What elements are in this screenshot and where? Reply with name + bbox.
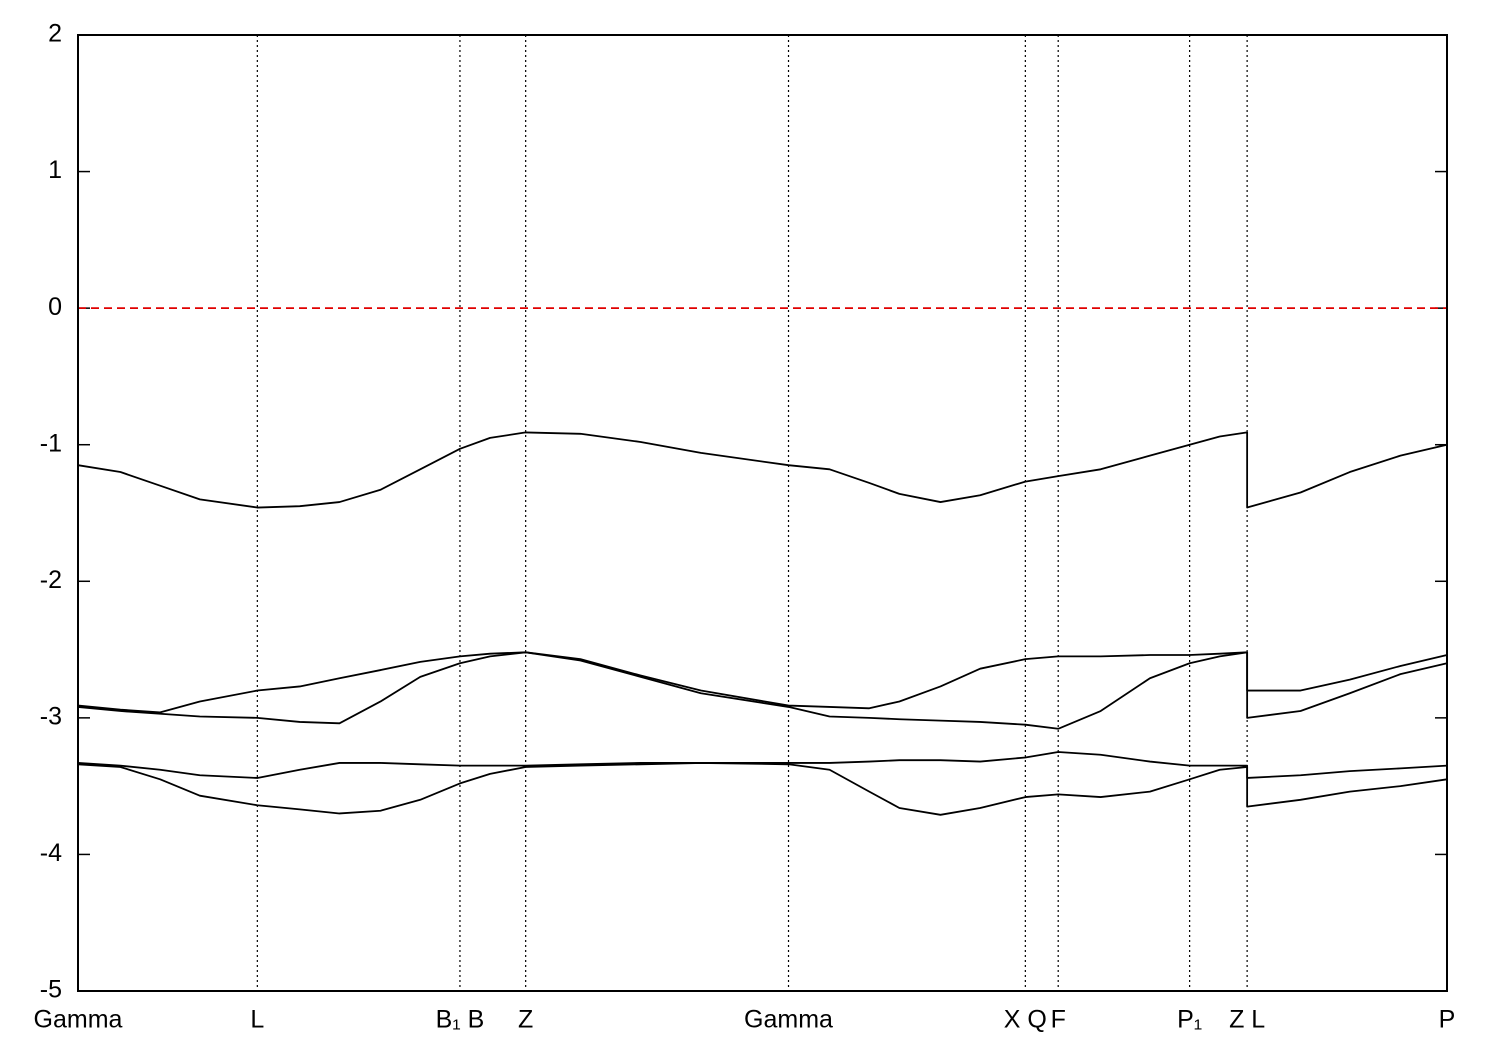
x-tick-label: L (250, 1006, 264, 1034)
y-tick-label: 0 (48, 293, 62, 321)
plot-frame (77, 34, 1448, 992)
band-line (77, 751, 1448, 779)
y-tick-label: -4 (40, 839, 62, 867)
band-line (77, 651, 1448, 730)
x-tick-label: Gamma (744, 1006, 833, 1034)
x-tick-label: Gamma (34, 1006, 123, 1034)
band-line (77, 762, 1448, 816)
x-tick-label: P₁ (1177, 1006, 1202, 1034)
x-tick-label: X Q (1004, 1006, 1047, 1034)
y-tick-label: -5 (40, 976, 62, 1004)
band-line (77, 431, 1448, 509)
y-tick-label: 2 (48, 20, 62, 48)
x-tick-label: Z L (1229, 1006, 1265, 1034)
x-tick-label: F (1051, 1006, 1066, 1034)
x-tick-label: Z (518, 1006, 533, 1034)
y-tick-label: -3 (40, 702, 62, 730)
x-tick-label: B₁ B (436, 1006, 485, 1034)
y-tick-label: -2 (40, 566, 62, 594)
x-tick-label: P (1439, 1006, 1456, 1034)
y-tick-label: 1 (48, 156, 62, 184)
y-tick-label: -1 (40, 429, 62, 457)
